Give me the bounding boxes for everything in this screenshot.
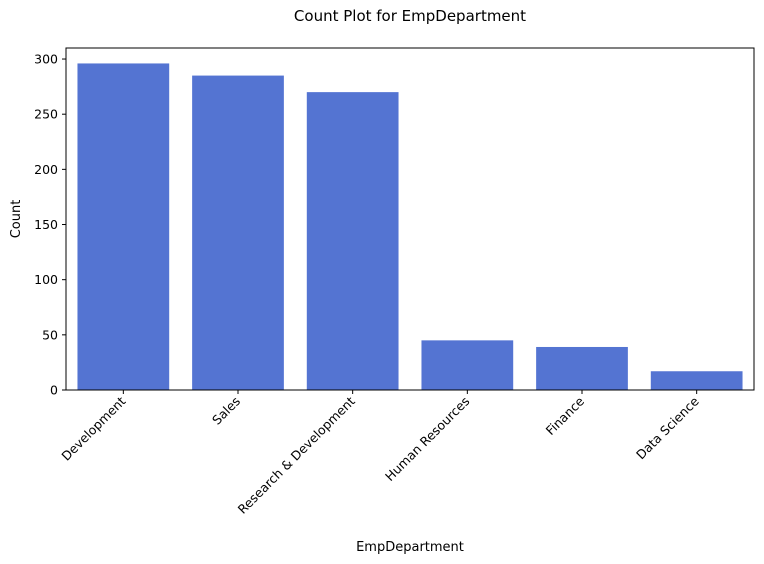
chart-title: Count Plot for EmpDepartment: [294, 7, 526, 25]
bar-2: [306, 92, 399, 391]
bar-1: [192, 75, 284, 391]
y-tick-label-0: 0: [50, 383, 58, 398]
x-tick-label-2: Research & Development: [235, 393, 358, 516]
y-tick-label-4: 200: [34, 162, 58, 177]
y-tick-label-5: 250: [34, 107, 58, 122]
x-tick-label-5: Data Science: [633, 393, 702, 462]
bars-group: [77, 63, 743, 391]
bar-3: [421, 340, 514, 390]
y-tick-label-6: 300: [34, 52, 58, 67]
y-axis-ticks: 0 50 100 150 200 250 300: [34, 52, 66, 398]
x-tick-label-4: Finance: [543, 393, 588, 438]
bar-0: [77, 63, 170, 390]
x-tick-label-3: Human Resources: [382, 394, 472, 484]
x-tick-label-0: Development: [58, 393, 128, 463]
plot-frame: [65, 47, 755, 391]
y-tick-label-1: 50: [42, 327, 58, 342]
x-axis-label: EmpDepartment: [356, 540, 464, 555]
y-tick-label-3: 150: [34, 217, 58, 232]
x-tick-label-1: Sales: [209, 394, 243, 428]
y-axis-label: Count: [9, 200, 24, 239]
bar-5: [650, 371, 743, 390]
y-tick-label-2: 100: [34, 272, 58, 287]
bar-4: [536, 346, 628, 390]
